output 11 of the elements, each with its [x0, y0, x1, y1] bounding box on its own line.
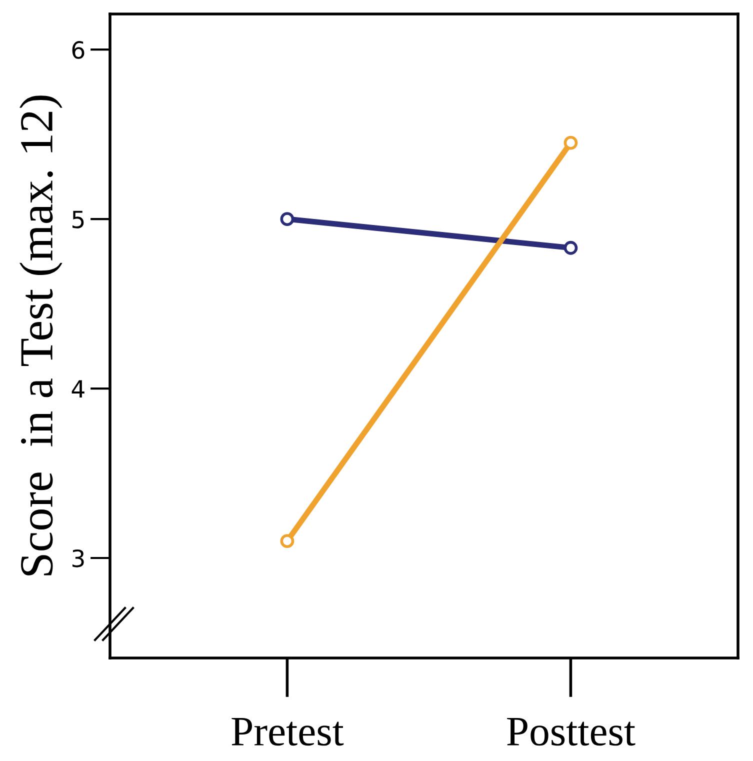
point: [564, 240, 578, 255]
point: [280, 534, 294, 548]
y-tick-label: 5: [72, 210, 84, 228]
y-axis-title: Score in a Test (max. 12): [20, 96, 62, 576]
y-tick-label: 6: [72, 41, 84, 59]
y-tick-label: 3: [72, 549, 84, 568]
point: [564, 136, 578, 150]
x-tick-label: Pretest: [232, 718, 344, 746]
y-tick-label: 4: [72, 380, 84, 398]
x-tick-label: Posttest: [507, 718, 636, 746]
point: [280, 212, 294, 226]
